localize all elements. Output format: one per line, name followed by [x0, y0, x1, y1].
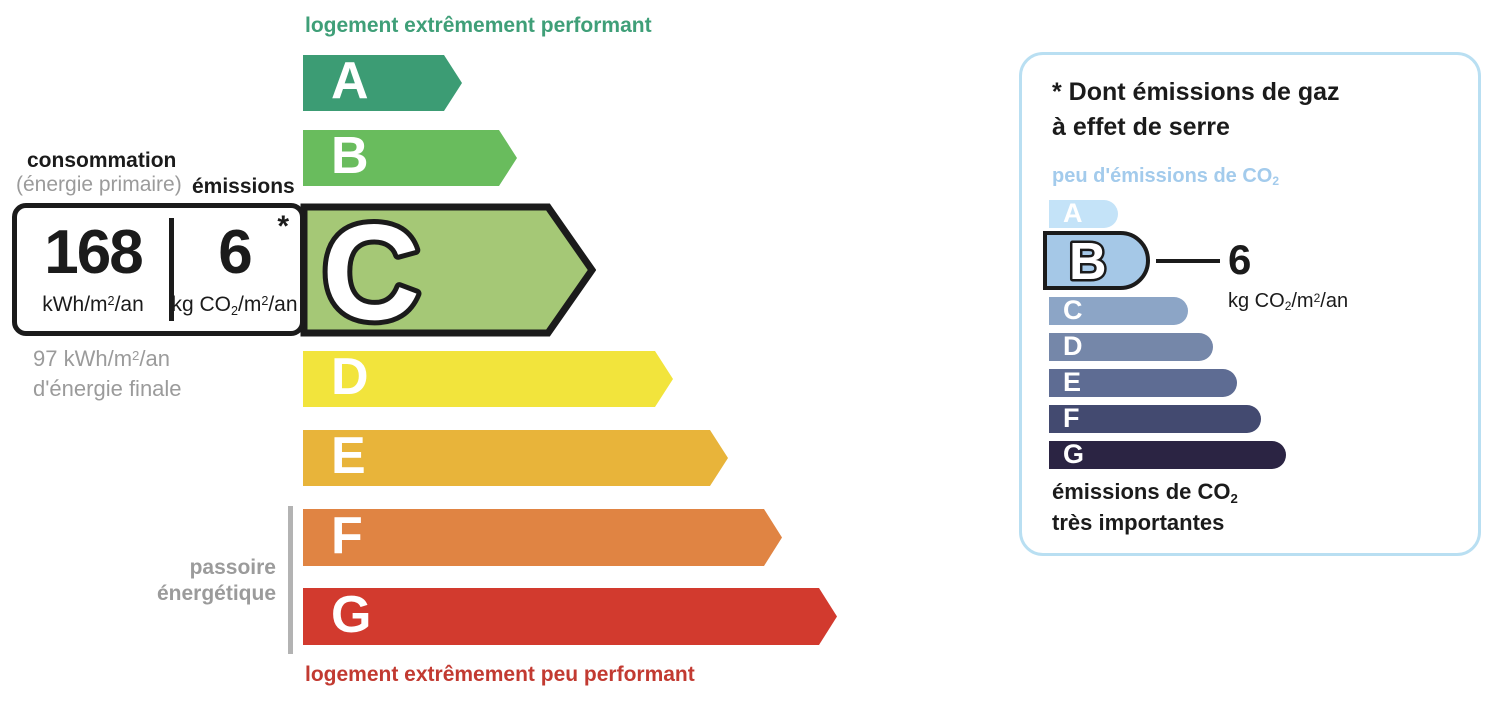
energy-class-letter-c: C [322, 203, 420, 337]
energy-class-bar-g: G [303, 588, 837, 645]
energy-class-letter-g: G [331, 585, 372, 644]
passoire-label: passoire énergétique [156, 556, 276, 605]
consumption-unit: kWh/m2/an [42, 293, 144, 316]
co2-class-bar-a: A [1049, 197, 1118, 228]
co2-class-letter-e: E [1063, 366, 1082, 397]
co2-value-connector-line [1156, 259, 1220, 263]
co2-class-letter-d: D [1063, 330, 1083, 361]
emissions-unit: kg CO2/m2/an [171, 293, 298, 318]
energy-class-bar-e: E [303, 430, 728, 486]
consumption-label: consommation [27, 149, 177, 172]
final-energy-line1: 97 kWh/m2/an [33, 346, 170, 371]
co2-class-bar-g: G [1049, 438, 1286, 469]
energy-class-bar-f: F [303, 509, 782, 566]
co2-class-letter-b: B [1069, 235, 1107, 286]
co2-low-emissions-label: peu d'émissions de CO2 [1052, 165, 1280, 189]
energy-class-letter-b: B [331, 127, 369, 185]
energy-class-letter-a: A [331, 52, 369, 110]
energy-class-letter-e: E [331, 427, 366, 485]
energy-class-bar-b: B [303, 130, 517, 186]
energy-class-bar-d: D [303, 351, 673, 407]
co2-class-letter-c: C [1063, 294, 1083, 325]
consumption-value-cell: 168 kWh/m2/an [17, 208, 169, 331]
consumption-value: 168 [44, 218, 143, 287]
co2-class-bar-d: D [1049, 330, 1213, 361]
co2-value: 6 [1228, 236, 1252, 283]
co2-value-unit: kg CO2/m2/an [1228, 290, 1349, 314]
co2-class-letter-b-svg: B [1067, 235, 1110, 286]
value-box-divider [169, 218, 174, 321]
emissions-value: 6 [218, 218, 253, 287]
co2-class-letter-g: G [1063, 438, 1085, 469]
asterisk-mark: * [277, 210, 289, 243]
co2-class-bar-f: F [1049, 402, 1261, 433]
co2-class-bar-c: C [1049, 294, 1188, 325]
emissions-value-cell: * 6 kg CO2/m2/an [169, 208, 300, 331]
co2-panel-title: * Dont émissions de gaz à effet de serre [1052, 78, 1340, 141]
co2-class-letter-a: A [1063, 197, 1083, 228]
energy-value-box: 168 kWh/m2/an * 6 kg CO2/m2/an [12, 203, 305, 336]
final-energy-note: 97 kWh/m2/an d'énergie finale [33, 345, 182, 402]
co2-class-bar-b-selected: B [1043, 231, 1150, 290]
energy-scale-bottom-label: logement extrêmement peu performant [305, 663, 695, 686]
passoire-bracket-line [288, 506, 293, 654]
energy-class-bar-c-selected: C [300, 203, 596, 337]
co2-class-bar-e: E [1049, 366, 1237, 397]
final-energy-line2: d'énergie finale [33, 376, 182, 401]
co2-high-emissions-label: émissions de CO2 très importantes [1052, 479, 1238, 535]
energy-class-letter-f: F [331, 506, 363, 565]
energy-class-letter-d: D [331, 348, 369, 406]
co2-class-letter-f: F [1063, 402, 1080, 433]
emissions-label: émissions [192, 175, 295, 198]
energy-scale-top-label: logement extrêmement performant [305, 14, 652, 37]
energy-class-bar-a: A [303, 55, 462, 111]
primary-energy-label: (énergie primaire) [16, 173, 182, 196]
